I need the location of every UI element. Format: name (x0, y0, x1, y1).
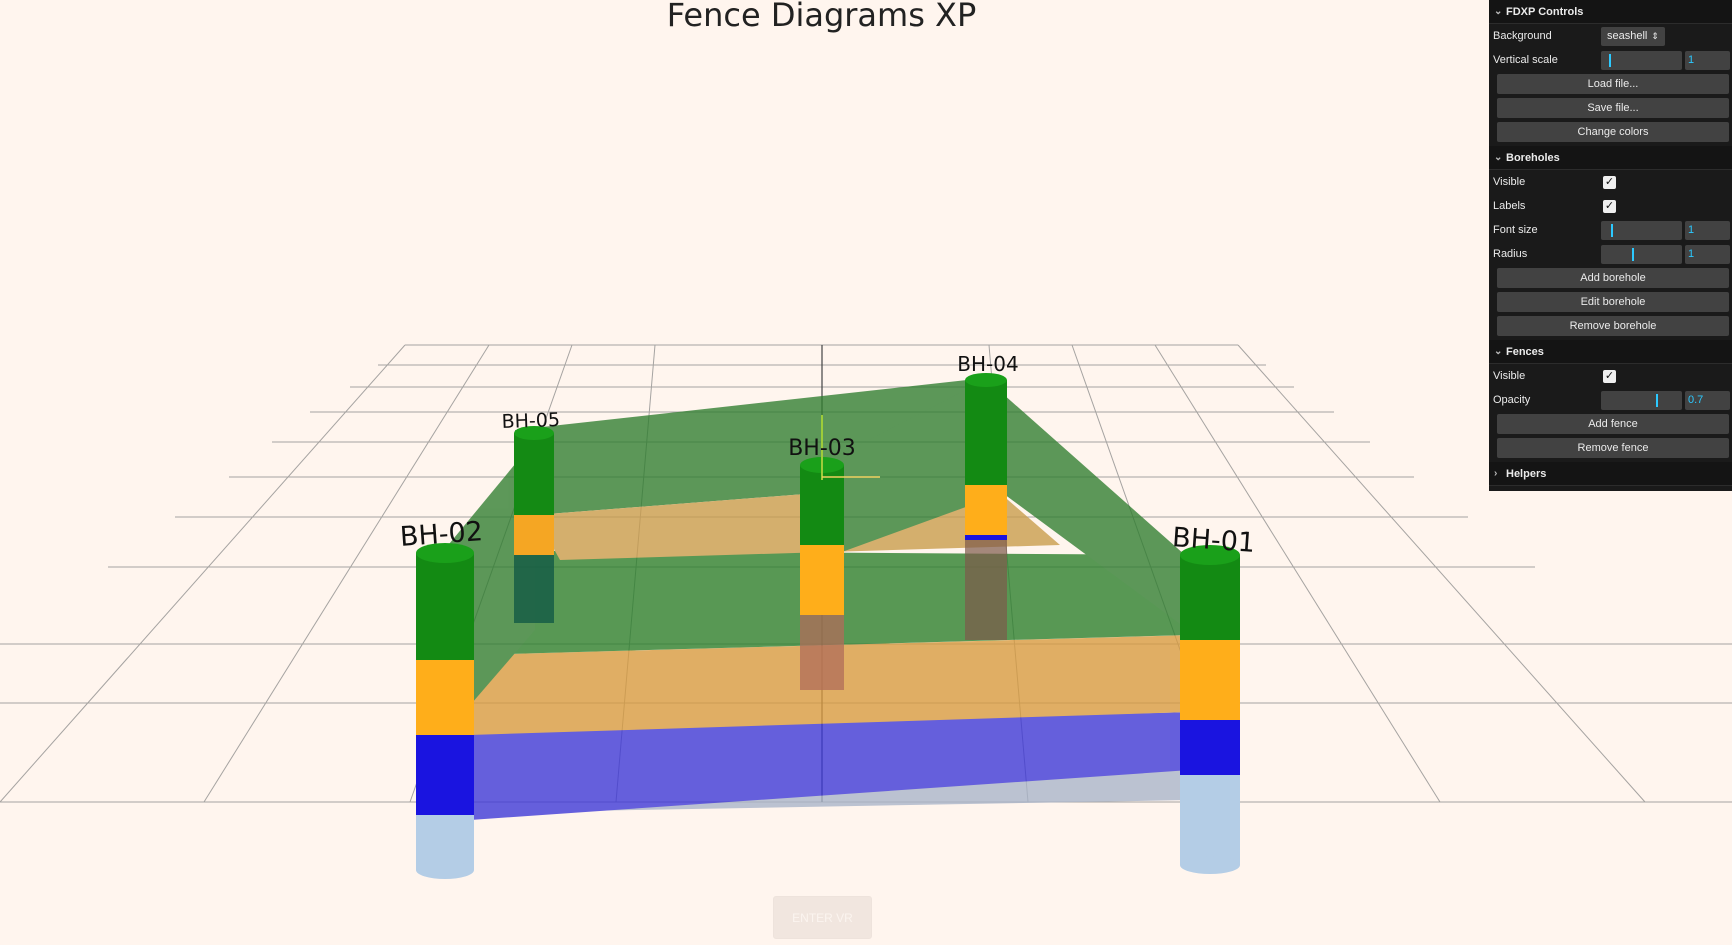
chevron-down-icon: ⌄ (1494, 345, 1503, 357)
chevron-right-icon: › (1494, 467, 1498, 479)
boreholes-labels-checkbox[interactable]: ✓ (1603, 199, 1616, 213)
enter-vr-button[interactable]: ENTER VR (773, 896, 872, 939)
opacity-slider[interactable] (1601, 390, 1682, 410)
font-size-input[interactable]: 1 (1685, 220, 1730, 240)
borehole-bh-04[interactable] (965, 373, 1007, 640)
folder-helpers[interactable]: › Helpers (1489, 462, 1732, 486)
label-bh-01: BH-01 (1171, 522, 1256, 559)
borehole-bh-02[interactable] (416, 543, 474, 879)
vertical-scale-slider[interactable] (1601, 50, 1682, 70)
vertical-scale-row: Vertical scale 1 (1489, 48, 1732, 72)
fences-visible-checkbox[interactable]: ✓ (1603, 369, 1616, 383)
chevron-down-icon: ⌄ (1494, 151, 1503, 163)
edit-borehole-button[interactable]: Edit borehole (1497, 292, 1729, 312)
label-bh-03: BH-03 (788, 436, 856, 461)
label-bh-02: BH-02 (399, 516, 484, 553)
background-row: Background seashell ⇕ (1489, 24, 1732, 48)
folder-fdxp-controls[interactable]: ⌄ FDXP Controls (1489, 0, 1732, 24)
load-file-button[interactable]: Load file... (1497, 74, 1729, 94)
folder-fences[interactable]: ⌄ Fences (1489, 340, 1732, 364)
label-bh-04: BH-04 (957, 352, 1018, 376)
save-file-button[interactable]: Save file... (1497, 98, 1729, 118)
remove-borehole-button[interactable]: Remove borehole (1497, 316, 1729, 336)
radius-input[interactable]: 1 (1685, 244, 1730, 264)
radius-slider[interactable] (1601, 244, 1682, 264)
vertical-scale-input[interactable]: 1 (1685, 50, 1730, 70)
chevron-down-icon: ⌄ (1494, 5, 1503, 17)
select-arrows-icon: ⇕ (1651, 30, 1659, 41)
opacity-input[interactable]: 0.7 (1685, 390, 1730, 410)
controls-panel: ⌄ FDXP Controls Background seashell ⇕ Vert… (1489, 0, 1732, 491)
label-bh-05: BH-05 (501, 409, 560, 433)
add-borehole-button[interactable]: Add borehole (1497, 268, 1729, 288)
font-size-slider[interactable] (1601, 220, 1682, 240)
boreholes-visible-checkbox[interactable]: ✓ (1603, 175, 1616, 189)
add-fence-button[interactable]: Add fence (1497, 414, 1729, 434)
borehole-bh-01[interactable] (1180, 545, 1240, 874)
fences (430, 378, 1195, 820)
borehole-bh-03[interactable] (800, 457, 844, 690)
borehole-bh-05[interactable] (514, 426, 554, 623)
folder-boreholes[interactable]: ⌄ Boreholes (1489, 146, 1732, 170)
background-select[interactable]: seashell ⇕ (1601, 26, 1665, 46)
change-colors-button[interactable]: Change colors (1497, 122, 1729, 142)
remove-fence-button[interactable]: Remove fence (1497, 438, 1729, 458)
page-title: Fence Diagrams XP (666, 0, 977, 34)
